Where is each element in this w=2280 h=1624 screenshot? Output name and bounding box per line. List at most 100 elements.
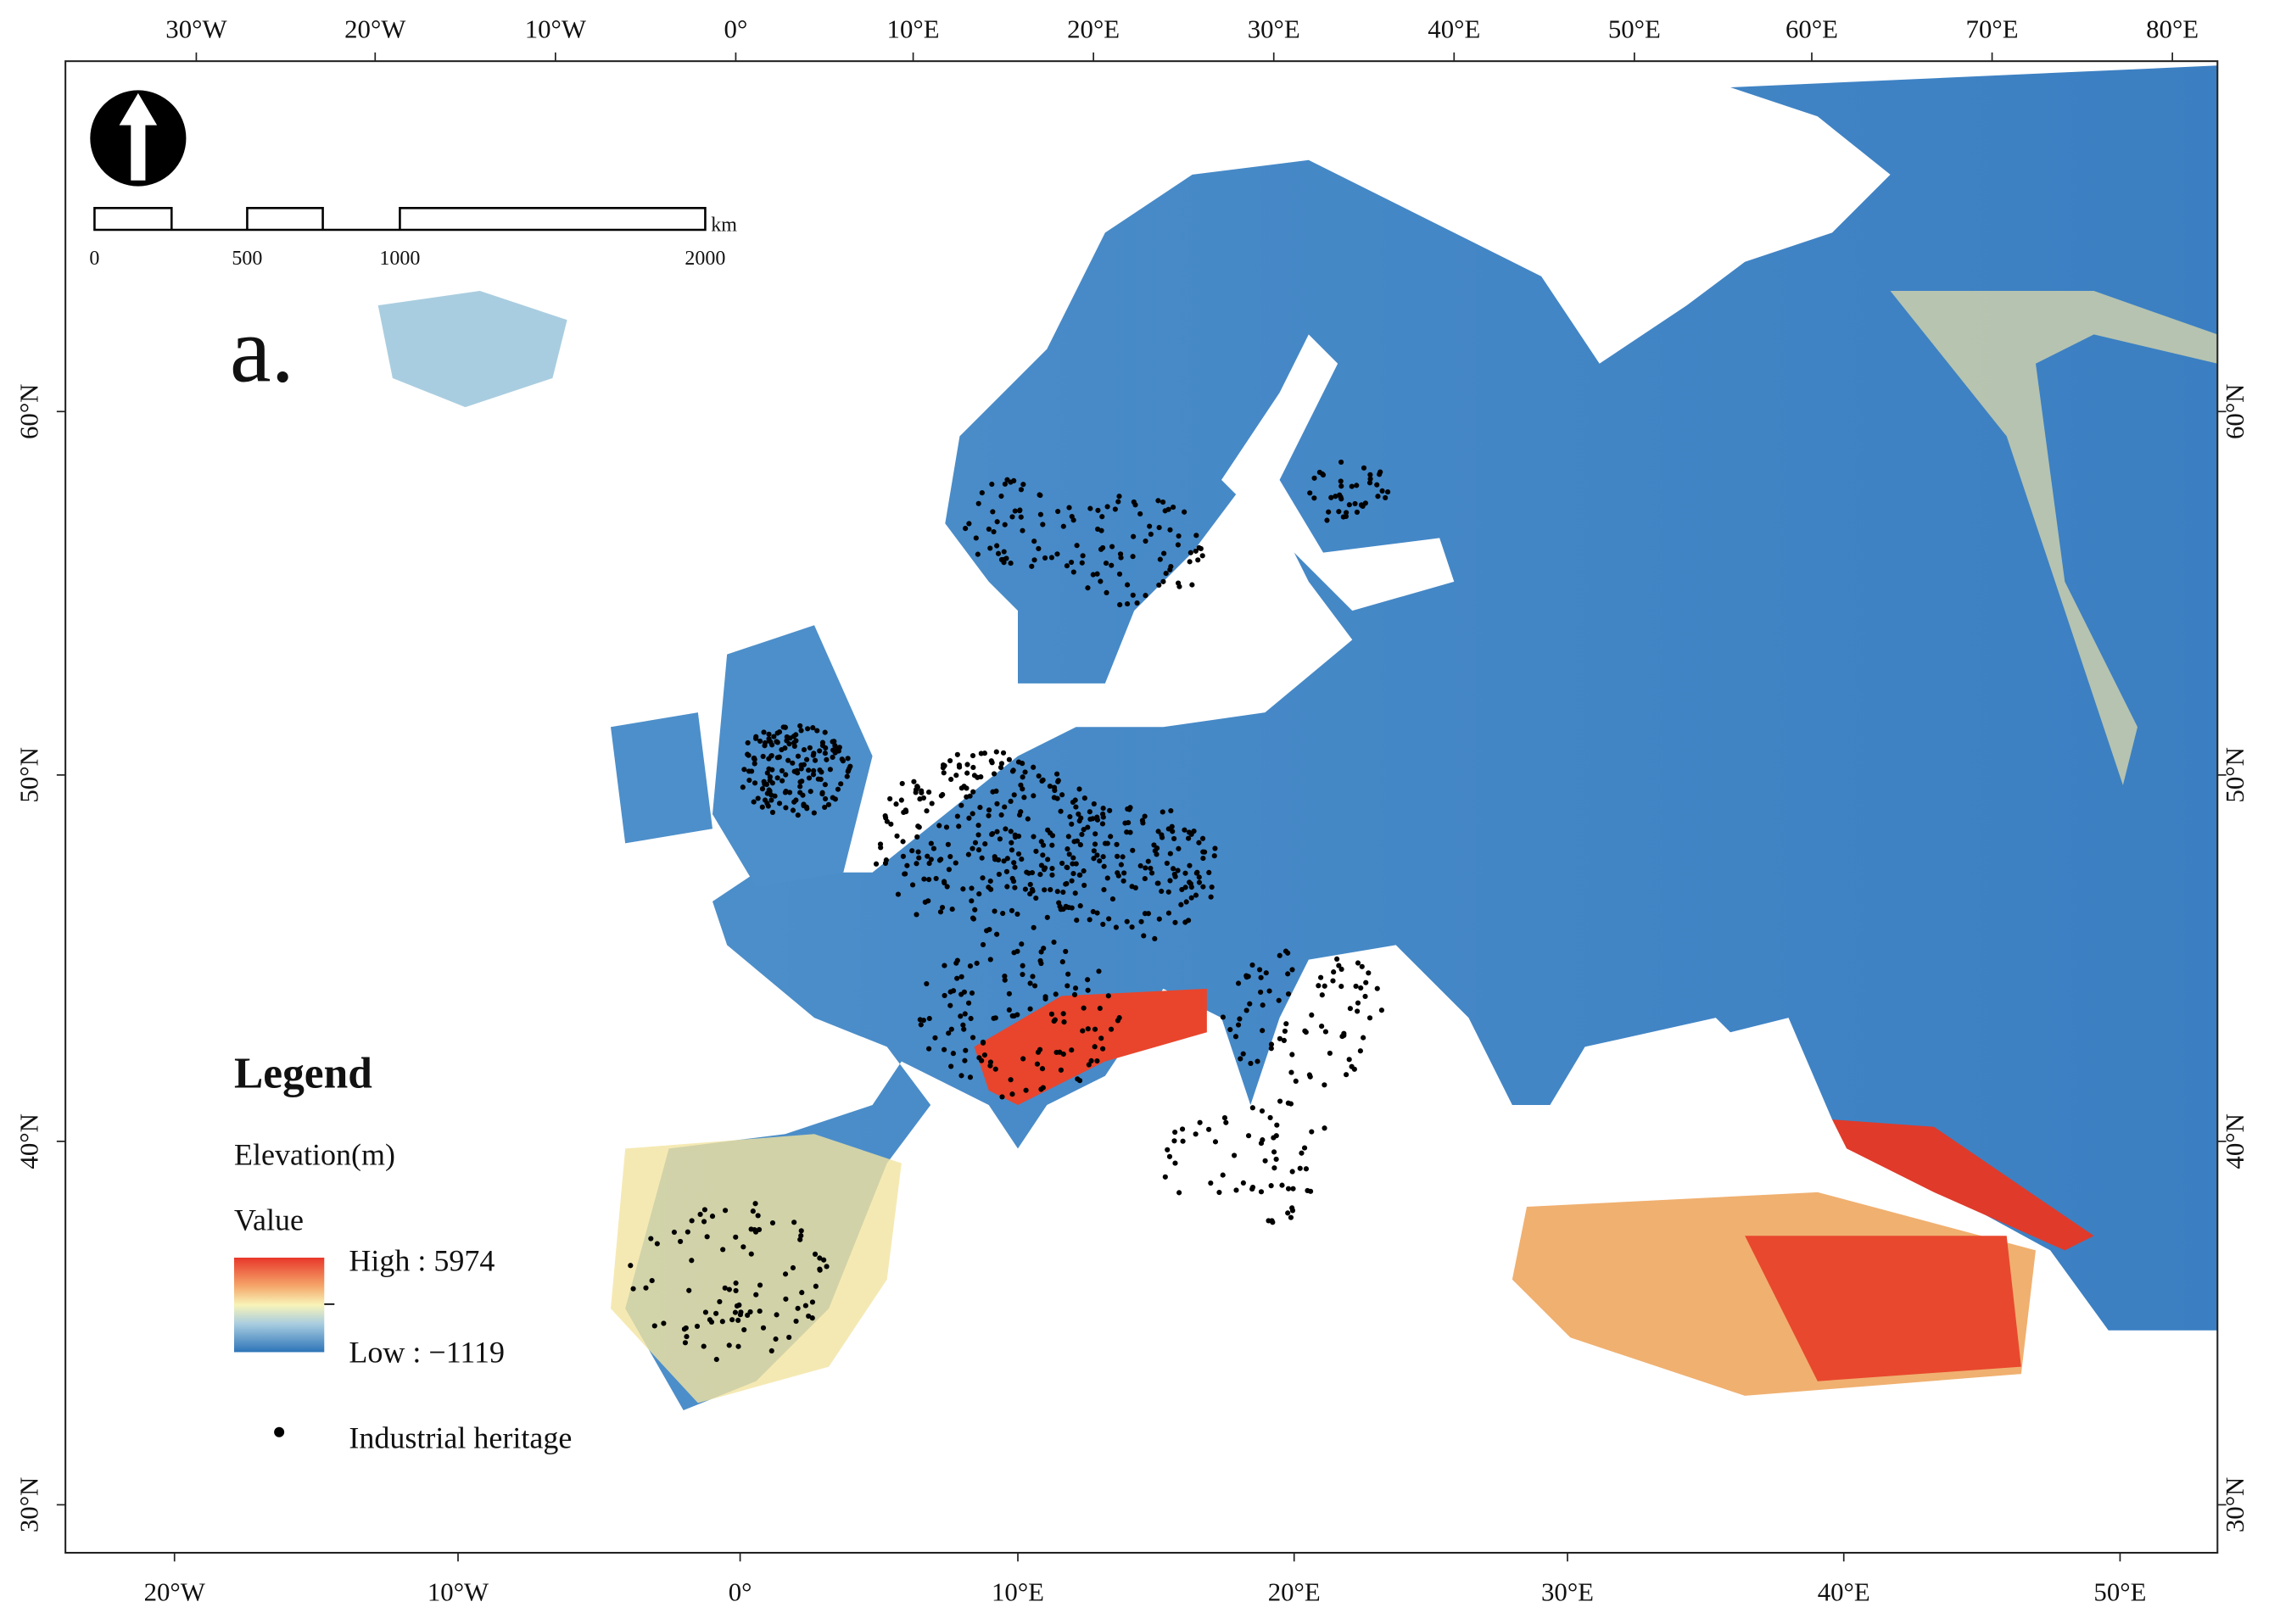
heritage-point — [774, 1312, 780, 1318]
heritage-point — [1243, 973, 1249, 979]
heritage-point — [1132, 502, 1138, 508]
heritage-point — [988, 758, 994, 764]
heritage-point — [1277, 1035, 1282, 1041]
legend-layer: Elevation(m) — [234, 1137, 395, 1171]
heritage-point — [838, 781, 844, 787]
heritage-point — [756, 1226, 763, 1232]
heritage-point — [1009, 847, 1015, 853]
heritage-point — [1281, 1037, 1287, 1043]
heritage-point — [1293, 1078, 1299, 1084]
heritage-point — [1196, 874, 1202, 880]
heritage-point — [991, 1015, 997, 1021]
heritage-point — [958, 1013, 964, 1019]
heritage-point — [786, 1334, 792, 1341]
heritage-point — [1095, 507, 1101, 513]
heritage-point — [945, 841, 951, 847]
heritage-point — [1092, 841, 1098, 847]
heritage-point — [1268, 1046, 1274, 1052]
heritage-point — [1121, 870, 1127, 876]
heritage-point — [1209, 884, 1215, 890]
heritage-point — [1179, 1126, 1186, 1132]
bottom-lon-label: 20°E — [1268, 1578, 1321, 1607]
heritage-point — [791, 1219, 797, 1225]
heritage-point — [755, 795, 761, 801]
heritage-point — [1334, 956, 1340, 962]
heritage-point — [994, 931, 1000, 937]
heritage-point — [801, 802, 807, 809]
heritage-point — [1156, 525, 1162, 531]
heritage-point — [1033, 895, 1039, 901]
heritage-point — [1322, 983, 1327, 989]
heritage-point — [1134, 600, 1140, 606]
heritage-point — [1170, 829, 1176, 834]
heritage-point — [1285, 1186, 1292, 1191]
heritage-point — [1131, 533, 1137, 539]
heritage-point — [1049, 842, 1055, 848]
heritage-point — [1009, 514, 1015, 520]
heritage-point — [1200, 849, 1206, 855]
heritage-point — [1103, 561, 1109, 566]
heritage-point — [809, 1299, 816, 1305]
heritage-point — [1285, 1100, 1291, 1106]
heritage-point — [649, 1278, 655, 1284]
heritage-point — [978, 751, 984, 756]
heritage-point — [1319, 1024, 1325, 1030]
heritage-point — [948, 1063, 954, 1069]
heritage-point — [1155, 498, 1161, 504]
heritage-point — [1193, 1131, 1199, 1137]
heritage-point — [1318, 974, 1324, 980]
heritage-point — [948, 776, 954, 783]
heritage-point — [1081, 868, 1087, 874]
heritage-point — [947, 1002, 953, 1008]
heritage-point — [1085, 987, 1091, 993]
heritage-point — [1194, 869, 1200, 875]
industrial-heritage-points — [628, 459, 1391, 1363]
heritage-point — [993, 749, 999, 755]
heritage-point — [1273, 1156, 1279, 1163]
heritage-point — [1060, 523, 1066, 529]
heritage-point — [1076, 1078, 1083, 1084]
heritage-point — [1070, 855, 1076, 861]
heritage-point — [748, 1251, 754, 1257]
heritage-point — [1374, 985, 1380, 991]
heritage-point — [961, 1026, 967, 1032]
heritage-point — [932, 1035, 938, 1041]
heritage-point — [1020, 774, 1025, 780]
top-lon-label: 60°E — [1785, 15, 1838, 44]
heritage-point — [774, 775, 780, 781]
heritage-point — [1330, 978, 1336, 984]
heritage-point — [926, 1046, 932, 1052]
heritage-point — [1172, 873, 1178, 879]
heritage-point — [1367, 472, 1373, 477]
right-lat-label: 40°N — [2221, 1113, 2249, 1169]
heritage-point — [1070, 799, 1076, 805]
heritage-point — [845, 756, 851, 762]
heritage-point — [1263, 970, 1269, 976]
heritage-point — [839, 756, 845, 762]
heritage-point — [762, 743, 768, 749]
heritage-point — [1267, 1114, 1273, 1120]
heritage-point — [1012, 864, 1018, 870]
heritage-point — [1096, 968, 1102, 974]
heritage-point — [708, 1319, 715, 1325]
heritage-point — [1259, 1108, 1266, 1114]
heritage-point — [1019, 941, 1025, 947]
heritage-point — [1004, 477, 1010, 483]
heritage-point — [1137, 511, 1143, 517]
heritage-point — [797, 1236, 803, 1242]
heritage-point — [956, 762, 962, 768]
heritage-point — [958, 1073, 964, 1079]
heritage-point — [1060, 907, 1066, 912]
heritage-point — [1258, 974, 1264, 980]
heritage-point — [1362, 993, 1368, 1000]
heritage-point — [1113, 924, 1119, 930]
heritage-point — [651, 1323, 657, 1329]
heritage-point — [1379, 488, 1385, 494]
heritage-point — [746, 777, 752, 784]
heritage-point — [1079, 831, 1085, 838]
heritage-point — [1148, 870, 1155, 876]
heritage-point — [990, 509, 996, 515]
heritage-point — [1037, 872, 1043, 878]
top-lon-label: 10°E — [887, 15, 940, 44]
scale-label: 0 — [89, 248, 99, 270]
